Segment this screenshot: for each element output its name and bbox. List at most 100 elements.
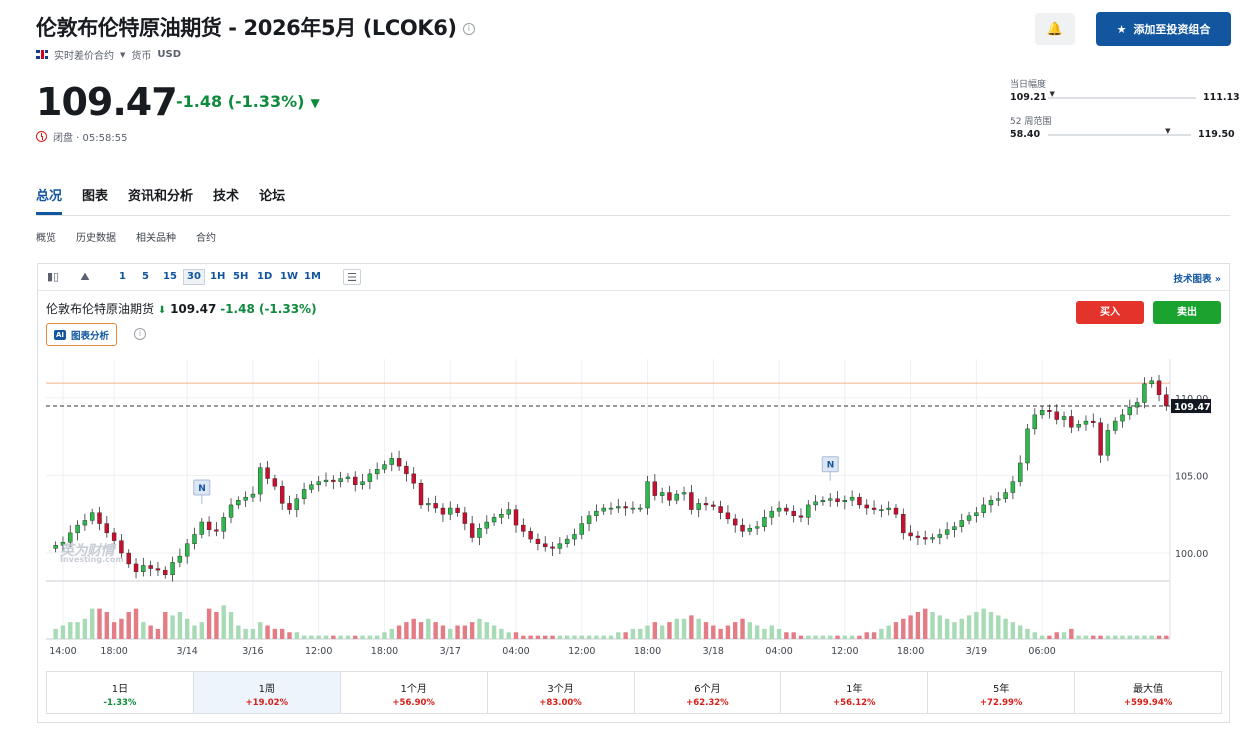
period-label: 1日 <box>111 684 129 695</box>
candle-body <box>638 507 643 510</box>
period-2[interactable]: 1个月 +56.90% <box>341 672 488 713</box>
candle-body <box>126 552 131 565</box>
candle-body <box>68 532 73 543</box>
subtab-related-instruments[interactable]: 相关品种 <box>136 233 176 244</box>
volume-bar <box>1047 635 1052 639</box>
y-tick-label: 100.00 <box>1175 549 1208 560</box>
candle-body <box>199 521 204 535</box>
period-5[interactable]: 1年 +56.12% <box>781 672 929 713</box>
volume-bar <box>221 605 226 639</box>
volume-bar <box>236 625 241 639</box>
subtab-overview[interactable]: 概览 <box>36 233 56 244</box>
price-chart[interactable]: 100.00105.00110.00109.47NN14:0018:003/14… <box>38 359 1229 661</box>
volume-bar <box>279 628 285 639</box>
period-1[interactable]: 1周 +19.02% <box>193 672 341 713</box>
chevron-down-icon[interactable]: ▼ <box>120 50 126 59</box>
period-0[interactable]: 1日 -1.33% <box>47 672 194 713</box>
volume-bar <box>338 635 343 639</box>
day-range-high: 111.13 <box>1203 92 1240 103</box>
chart-widget: ▮▯ ⛰ 1 5 15 30 1H 5H 1D 1W 1M ☰ 技术图表 » 伦… <box>37 263 1230 723</box>
volume-bar <box>148 625 153 639</box>
volume-bar <box>901 618 906 639</box>
info-icon[interactable]: i <box>462 23 475 35</box>
technical-chart-link[interactable]: 技术图表 » <box>1173 274 1221 285</box>
period-7[interactable]: 最大值 +599.94% <box>1075 672 1221 713</box>
add-to-portfolio-button[interactable]: ★ 添加至投资组合 <box>1096 12 1231 46</box>
candle-body <box>886 507 891 510</box>
buy-button[interactable]: 买入 <box>1076 301 1144 324</box>
candle-body <box>389 458 394 465</box>
interval-1h[interactable]: 1H <box>210 271 226 282</box>
area-chart-icon[interactable]: ⛰ <box>80 270 90 283</box>
price-change: -1.48 (-1.33%) ▼ <box>176 92 320 111</box>
candle-body <box>813 501 818 506</box>
interval-1[interactable]: 1 <box>119 271 126 282</box>
volume-bar <box>1083 635 1089 639</box>
volume-bar <box>616 632 621 639</box>
period-3[interactable]: 3个月 +83.00% <box>488 672 635 713</box>
alert-button[interactable]: 🔔 <box>1035 13 1075 45</box>
volume-bar <box>930 612 935 639</box>
interval-1w[interactable]: 1W <box>280 271 298 282</box>
candle-body <box>849 496 855 501</box>
volume-bar <box>521 635 526 639</box>
currency-value: USD <box>157 49 182 60</box>
volume-bar <box>601 635 606 639</box>
ai-label: 图表分析 <box>71 330 110 342</box>
x-tick-label: 3/19 <box>966 646 987 657</box>
candle-body <box>1164 394 1169 407</box>
sell-button[interactable]: 卖出 <box>1153 301 1221 324</box>
volume-bar <box>331 635 336 639</box>
candle-body <box>462 512 468 524</box>
volume-bar <box>177 612 183 639</box>
last-price-tag <box>1171 399 1211 414</box>
tab-overview[interactable]: 总况 <box>36 185 63 215</box>
candle-body <box>214 529 219 532</box>
interval-1m[interactable]: 1M <box>304 271 321 282</box>
candle-body <box>411 473 416 484</box>
period-6[interactable]: 5年 +72.99% <box>928 672 1076 713</box>
subtab-historical-data[interactable]: 历史数据 <box>76 233 116 244</box>
interval-5[interactable]: 5 <box>142 271 149 282</box>
info-icon[interactable]: i <box>134 328 146 340</box>
candle-body <box>1120 414 1125 422</box>
subtab-contracts[interactable]: 合约 <box>196 233 216 244</box>
candlestick-icon[interactable]: ▮▯ <box>46 270 60 283</box>
volume-bar <box>1025 628 1030 639</box>
interval-1d[interactable]: 1D <box>257 271 273 282</box>
volume-bar <box>353 635 358 639</box>
interval-30[interactable]: 30 <box>183 269 205 285</box>
interval-15[interactable]: 15 <box>163 271 177 282</box>
period-change: -1.33% <box>103 698 137 708</box>
x-tick-label: 04:00 <box>502 646 529 657</box>
volume-bar <box>404 622 409 639</box>
candle-body <box>528 531 533 540</box>
tab-forum[interactable]: 论坛 <box>259 189 286 204</box>
indicators-icon[interactable]: ☰ <box>343 269 361 285</box>
candle-body <box>1083 420 1089 425</box>
tab-technical[interactable]: 技术 <box>213 189 240 204</box>
interval-5h[interactable]: 5H <box>233 271 249 282</box>
volume-bar <box>1127 635 1133 639</box>
candle-body <box>455 507 460 513</box>
volume-bar <box>426 618 431 639</box>
candle-body <box>944 529 950 535</box>
contract-type[interactable]: 实时差价合约 <box>54 51 114 62</box>
volume-bar <box>1149 635 1154 639</box>
candle-body <box>784 507 789 512</box>
period-4[interactable]: 6个月 +62.32% <box>635 672 782 713</box>
tab-chart[interactable]: 图表 <box>82 189 109 204</box>
ai-chart-analysis-button[interactable]: AI 图表分析 <box>46 323 118 346</box>
candle-body <box>966 515 972 521</box>
candle-body <box>652 481 658 496</box>
volume-bar <box>835 635 840 639</box>
volume-bar <box>820 635 826 639</box>
candle-body <box>1054 411 1059 420</box>
candle-body <box>974 512 979 516</box>
volume-bar <box>1018 625 1023 639</box>
candle-body <box>469 523 475 538</box>
candle-body <box>659 492 665 496</box>
tab-news-analysis[interactable]: 资讯和分析 <box>128 189 194 204</box>
candle-body <box>572 534 577 540</box>
candle-body <box>155 568 161 571</box>
